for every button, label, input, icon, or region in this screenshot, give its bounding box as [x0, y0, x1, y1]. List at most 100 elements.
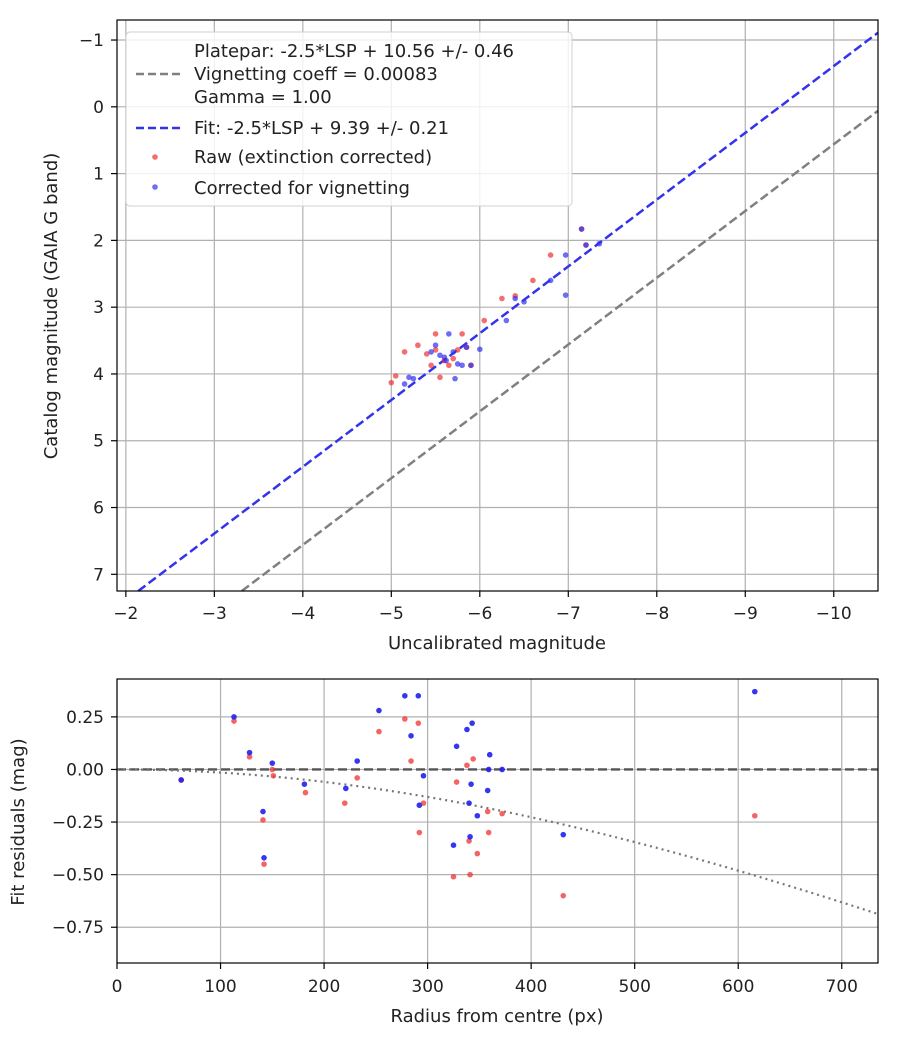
residual-corrected-point	[484, 787, 491, 794]
residual-raw-point	[751, 812, 758, 819]
residuals-x-tick-label: 400	[515, 977, 547, 997]
residual-raw-point	[246, 754, 253, 760]
residual-raw-point	[467, 871, 473, 878]
raw-point	[530, 277, 536, 284]
residual-corrected-point	[751, 688, 758, 695]
legend-fit-label: Fit: -2.5*LSP + 9.39 +/- 0.21	[194, 118, 449, 139]
residual-raw-point	[302, 789, 309, 796]
corrected-point	[477, 346, 483, 353]
residual-raw-point	[231, 718, 237, 724]
residual-corrected-point	[343, 785, 349, 792]
residual-corrected-point	[468, 781, 474, 787]
raw-point	[423, 351, 430, 357]
calibration-x-tick-label: −4	[290, 604, 315, 624]
corrected-point	[562, 252, 569, 258]
residuals-reference-lines	[116, 768, 879, 916]
residual-corrected-point	[499, 766, 505, 773]
residual-corrected-point	[453, 743, 460, 750]
residual-raw-point	[470, 756, 476, 762]
calibration-y-label: Catalog magnitude (GAIA G band)	[41, 153, 62, 460]
residuals-x-tick-label: 700	[826, 977, 858, 997]
residual-raw-point	[464, 762, 470, 769]
corrected-point	[562, 292, 569, 298]
calibration-x-label: Uncalibrated magnitude	[388, 633, 606, 654]
raw-point	[392, 373, 399, 379]
calibration-y-tick-label: 1	[93, 165, 104, 185]
residuals-y-tick-label: −0.75	[52, 918, 104, 938]
legend-raw-marker	[152, 154, 158, 160]
residuals-y-tick-label: 0.00	[66, 760, 104, 780]
corrected-point	[503, 317, 510, 324]
residuals-y-label: Fit residuals (mag)	[8, 738, 29, 905]
residuals-x-label: Radius from centre (px)	[390, 1006, 603, 1027]
legend-platepar-label: Platepar: -2.5*LSP + 10.56 +/- 0.46	[194, 41, 514, 62]
residual-corrected-point	[246, 749, 253, 756]
corrected-point	[428, 349, 434, 355]
corrected-point	[578, 226, 585, 232]
residual-raw-point	[484, 808, 491, 815]
residual-corrected-point	[466, 800, 472, 806]
residual-corrected-point	[408, 733, 414, 739]
legend-corrected-label: Corrected for vignetting	[194, 178, 410, 199]
corrected-point	[401, 381, 408, 387]
calibration-y-ticks: −1 0 1 2 3 4 5 6 7	[79, 31, 117, 585]
calibration-y-tick-label: 3	[93, 298, 104, 318]
residual-corrected-point	[485, 766, 492, 773]
corrected-point	[437, 352, 443, 359]
residual-raw-point	[354, 775, 361, 781]
raw-point	[450, 355, 457, 362]
raw-point	[437, 374, 443, 381]
calibration-x-tick-label: −9	[733, 604, 758, 624]
corrected-point	[547, 277, 554, 284]
raw-point	[432, 331, 439, 337]
residual-corrected-point	[464, 726, 470, 733]
calibration-plot-frame	[116, 19, 879, 592]
corrected-point	[450, 349, 457, 355]
calibration-y-tick-label: 2	[93, 231, 104, 251]
raw-point	[401, 349, 408, 355]
residual-corrected-point	[301, 781, 308, 787]
residual-raw-point	[261, 861, 267, 867]
residual-corrected-point	[469, 720, 475, 726]
residuals-y-tick-label: 0.25	[66, 708, 104, 728]
residual-raw-point	[420, 800, 427, 806]
residuals-x-tick-label: 200	[308, 977, 340, 997]
residual-corrected-point	[467, 833, 473, 840]
residual-raw-point	[453, 779, 460, 785]
residual-raw-point	[499, 810, 505, 817]
residual-corrected-point	[420, 772, 427, 779]
residual-corrected-point	[486, 751, 493, 758]
corrected-point	[459, 362, 465, 369]
calibration-y-tick-label: −1	[79, 31, 104, 51]
legend-raw-label: Raw (extinction corrected)	[194, 147, 432, 168]
corrected-point	[521, 299, 527, 305]
residual-corrected-point	[376, 707, 382, 714]
legend-box	[125, 31, 573, 207]
calibration-fit-lines	[137, 31, 879, 592]
corrected-point	[468, 362, 474, 369]
residual-corrected-point	[231, 714, 237, 720]
calibration-x-tick-label: −6	[467, 604, 492, 624]
calibration-line-fit	[137, 31, 879, 592]
calibration-legend: Platepar: -2.5*LSP + 10.56 +/- 0.46 Vign…	[125, 31, 573, 207]
legend-corrected-marker	[152, 184, 158, 190]
residual-raw-point	[416, 829, 423, 836]
corrected-point	[406, 374, 412, 381]
residuals-x-tick-label: 300	[411, 977, 443, 997]
residual-corrected-point	[560, 831, 567, 838]
residual-corrected-point	[402, 693, 408, 699]
residual-corrected-point	[178, 777, 184, 783]
residual-raw-point	[560, 892, 567, 899]
raw-point	[446, 362, 452, 369]
residual-corrected-point	[474, 812, 481, 819]
calibration-x-tick-label: −7	[556, 604, 581, 624]
residuals-x-tick-label: 500	[618, 977, 650, 997]
raw-point	[415, 342, 421, 349]
corrected-point	[583, 242, 589, 248]
raw-point	[459, 331, 465, 337]
calibration-points	[388, 226, 603, 387]
raw-point	[388, 379, 395, 386]
corrected-point	[410, 375, 417, 382]
corrected-point	[432, 342, 439, 349]
